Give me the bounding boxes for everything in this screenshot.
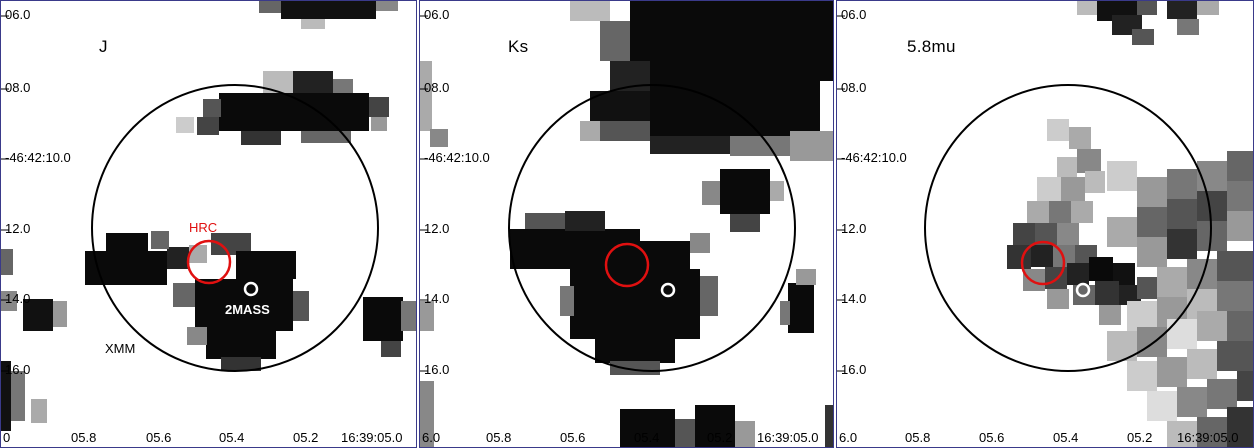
y-axis-ticks <box>837 15 845 372</box>
x-tick-label: 05.2 <box>707 430 733 445</box>
x-tick-label: 05.6 <box>146 430 172 445</box>
hrc-circle <box>1020 240 1066 286</box>
x-tick-label: 05.4 <box>219 430 245 445</box>
y-tick-label: -46:42:10.0 <box>5 150 71 165</box>
x-tick-label: 05.2 <box>1127 430 1153 445</box>
x-tick-label: 6.0 <box>422 430 441 445</box>
band-label: Ks <box>508 37 529 56</box>
x-tick-label: 6.0 <box>839 430 858 445</box>
x-tick-label: 05.4 <box>1053 430 1079 445</box>
x-tick-label: 05.6 <box>979 430 1005 445</box>
y-tick-label: 14.0 <box>5 291 31 306</box>
xmm-circle <box>508 84 796 372</box>
y-axis-ticks <box>420 15 428 372</box>
twomass-marker <box>660 282 676 298</box>
y-tick-label: 16.0 <box>5 362 31 377</box>
pixel-blobs-5-8mu <box>1007 1 1253 447</box>
image-panel-j: J 06.0 08.0 -46:42:10.0 12.0 14.0 16.0 0… <box>0 0 417 448</box>
y-tick-label: 06.0 <box>424 7 450 22</box>
x-tick-label: 05.8 <box>486 430 512 445</box>
x-tick-label: 05.8 <box>71 430 97 445</box>
xmm-circle <box>924 84 1212 372</box>
x-tick-label: 16:39:05.0 <box>1177 430 1239 445</box>
y-tick-label: 12.0 <box>841 221 867 236</box>
y-tick-label: -46:42:10.0 <box>424 150 490 165</box>
y-tick-label: 16.0 <box>841 362 867 377</box>
pixel-map-5-8mu <box>837 1 1253 447</box>
twomass-label: 2MASS <box>225 302 270 317</box>
x-tick-label: 05.8 <box>905 430 931 445</box>
twomass-marker <box>243 281 259 297</box>
pixel-map-j <box>1 1 416 431</box>
y-tick-label: 14.0 <box>841 291 867 306</box>
band-label: J <box>99 37 108 56</box>
x-tick-label: 05.6 <box>560 430 586 445</box>
hrc-circle <box>186 239 232 285</box>
image-panel-ks: Ks 06.0 08.0 -46:42:10.0 12.0 14.0 16.0 … <box>419 0 834 448</box>
image-panel-5-8mu: 5.8mu 06.0 08.0 -46:42:10.0 12.0 14.0 16… <box>836 0 1254 448</box>
y-tick-label: 08.0 <box>5 80 31 95</box>
y-tick-label: -46:42:10.0 <box>841 150 907 165</box>
y-tick-label: 08.0 <box>841 80 867 95</box>
y-axis-ticks <box>1 15 9 372</box>
x-tick-label: 16:39:05.0 <box>341 430 403 445</box>
pixel-blobs-ks <box>420 1 833 447</box>
x-tick-label: 05.2 <box>293 430 319 445</box>
hrc-circle <box>604 242 650 288</box>
y-tick-label: 12.0 <box>424 221 450 236</box>
x-tick-label: 05.4 <box>634 430 660 445</box>
y-tick-label: 14.0 <box>424 291 450 306</box>
y-tick-label: 16.0 <box>424 362 450 377</box>
pixel-blobs-j <box>1 1 416 431</box>
xmm-label: XMM <box>105 341 136 356</box>
x-tick-label: 16:39:05.0 <box>757 430 819 445</box>
twomass-marker <box>1075 282 1091 298</box>
y-tick-label: 12.0 <box>5 221 31 236</box>
band-label: 5.8mu <box>907 37 956 56</box>
y-tick-label: 08.0 <box>424 80 450 95</box>
xmm-circle <box>91 84 379 372</box>
x-tick-label: 0 <box>3 430 11 445</box>
pixel-map-ks <box>420 1 833 447</box>
hrc-label: HRC <box>189 220 218 235</box>
y-tick-label: 06.0 <box>841 7 867 22</box>
y-tick-label: 06.0 <box>5 7 31 22</box>
